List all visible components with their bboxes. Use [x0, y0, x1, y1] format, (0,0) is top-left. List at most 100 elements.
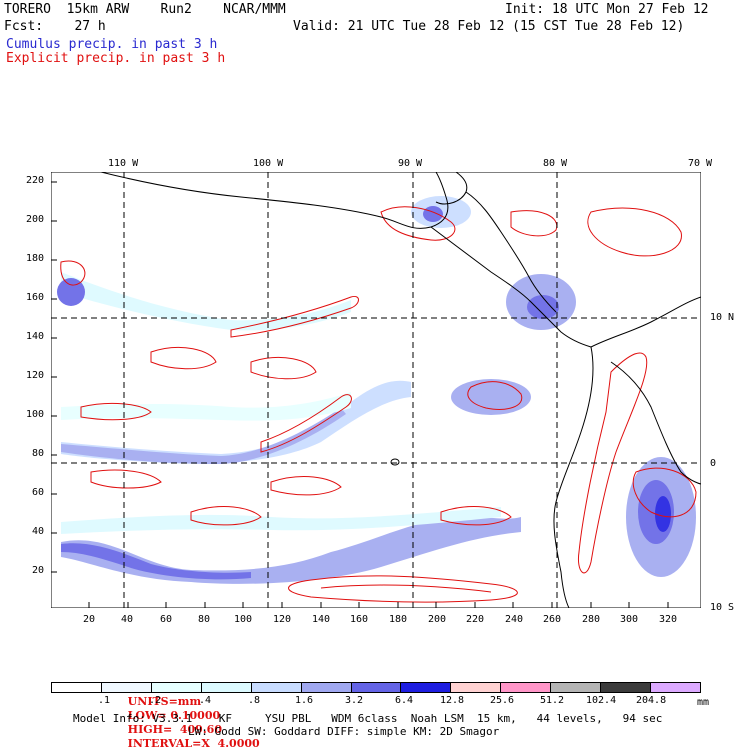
contour-band-north: [230, 295, 359, 338]
legend-swatch-2: [151, 683, 202, 692]
legend-swatch-5: [301, 683, 352, 692]
legend-swatch-1: [101, 683, 152, 692]
contour-mid-3: [440, 506, 512, 526]
contour-west-3: [90, 469, 162, 489]
model-info: Model Info: V3.3.1 KF YSU PBL WDM 6class…: [73, 712, 663, 725]
coastlines: [100, 172, 701, 608]
precip-west-edge: [57, 278, 85, 306]
y-label-120: 120: [26, 370, 45, 381]
y-label-140: 140: [26, 331, 45, 342]
coast-south-america-north: [590, 296, 701, 348]
legend-swatch-12: [651, 683, 700, 692]
precip-map: [51, 172, 701, 608]
x-label-320: 320: [659, 614, 678, 625]
legend-label-0: .1: [98, 695, 111, 706]
legend-swatch-7: [401, 683, 452, 692]
legend-swatch-0: [52, 683, 102, 692]
x-label-240: 240: [505, 614, 524, 625]
x-label-160: 160: [350, 614, 369, 625]
contour-gulf: [380, 206, 456, 241]
y-label-80: 80: [32, 448, 45, 459]
x-label-300: 300: [620, 614, 639, 625]
contours-high: HIGH= 409.60: [127, 723, 222, 736]
contour-band-south: [288, 575, 518, 603]
contours-units: UNITS=mm: [127, 695, 202, 708]
precip-band-mid: [61, 392, 351, 421]
contour-andes: [577, 352, 648, 574]
x-label-280: 280: [582, 614, 601, 625]
coast-andes-east: [610, 361, 701, 485]
lon-label-70w: 70 W: [688, 158, 713, 169]
coast-central-america: [430, 226, 592, 348]
legend-label-5: 3.2: [345, 695, 364, 706]
legend-label-9: 51.2: [540, 695, 565, 706]
coast-caribbean-side: [465, 191, 557, 313]
x-label-40: 40: [121, 614, 134, 625]
y-label-40: 40: [32, 526, 45, 537]
y-label-160: 160: [26, 292, 45, 303]
legend-label-2: .4: [199, 695, 212, 706]
forecast-hour: Fcst: 27 h: [4, 19, 106, 34]
legend-swatch-9: [501, 683, 552, 692]
legend-swatch-11: [601, 683, 652, 692]
contour-north-1: [150, 346, 217, 370]
y-label-100: 100: [26, 409, 45, 420]
lat-label-10s: 10 S: [710, 602, 735, 613]
coast-south-america-west: [553, 346, 594, 608]
init-time: Init: 18 UTC Mon 27 Feb 12: [505, 2, 709, 17]
physics-info: LW: Godd SW: Goddard DIFF: simple KM: 2D…: [188, 725, 500, 738]
legend-label-8: 25.6: [490, 695, 515, 706]
x-label-120: 120: [273, 614, 292, 625]
precip-central-america-core: [527, 295, 559, 319]
contour-mid-2: [270, 476, 342, 496]
contour-north-2: [250, 356, 317, 380]
explicit-precip-contours: [60, 206, 697, 603]
precip-band-itcz-core: [61, 408, 346, 464]
legend-label-4: 1.6: [295, 695, 314, 706]
contour-pacific-1: [467, 381, 523, 410]
lat-label-10n: 10 N: [710, 312, 735, 323]
legend-label-6: 6.4: [395, 695, 414, 706]
legend-swatch-3: [201, 683, 252, 692]
x-label-180: 180: [389, 614, 408, 625]
precip-band-south-core: [61, 543, 251, 580]
galapagos: [390, 458, 400, 466]
precip-gulf-core: [423, 206, 443, 222]
valid-time: Valid: 21 UTC Tue 28 Feb 12 (15 CST Tue …: [293, 19, 685, 34]
contour-itcz: [260, 394, 352, 453]
explicit-legend-label: Explicit precip. in past 3 h: [6, 51, 226, 66]
lon-label-80w: 80 W: [543, 158, 568, 169]
precip-eastern-pacific: [451, 379, 531, 415]
cumulus-precip-shading: [57, 196, 696, 584]
precip-band-lower: [61, 507, 501, 534]
legend-swatch-6: [351, 683, 402, 692]
x-label-140: 140: [312, 614, 331, 625]
y-label-200: 200: [26, 214, 45, 225]
x-label-20: 20: [83, 614, 96, 625]
legend-unit: mm: [697, 697, 710, 708]
contours-low: LOW= 0.10000: [127, 709, 221, 722]
y-label-180: 180: [26, 253, 45, 264]
y-label-60: 60: [32, 487, 45, 498]
axis-ticks: [51, 181, 669, 608]
x-label-260: 260: [543, 614, 562, 625]
legend-swatch-10: [551, 683, 602, 692]
y-label-20: 20: [32, 565, 45, 576]
coast-mexico: [100, 172, 449, 229]
legend-label-10: 102.4: [586, 695, 617, 706]
x-label-100: 100: [234, 614, 253, 625]
contour-west-1: [60, 260, 86, 286]
contour-band-south-2: [320, 584, 492, 593]
x-label-80: 80: [198, 614, 211, 625]
cumulus-legend-label: Cumulus precip. in past 3 h: [6, 37, 218, 52]
contour-west-2: [80, 402, 152, 421]
lon-label-110w: 110 W: [108, 158, 139, 169]
contour-mid-1: [190, 506, 262, 526]
lon-label-100w: 100 W: [253, 158, 284, 169]
legend-label-7: 12.8: [440, 695, 465, 706]
legend-swatch-8: [451, 683, 502, 692]
model-title: TORERO 15km ARW Run2 NCAR/MMM: [4, 2, 286, 17]
legend-label-11: 204.8: [636, 695, 667, 706]
contour-east-caribbean: [587, 207, 682, 257]
legend-label-1: .2: [149, 695, 162, 706]
